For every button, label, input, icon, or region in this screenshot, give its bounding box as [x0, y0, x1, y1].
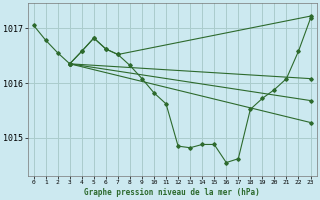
X-axis label: Graphe pression niveau de la mer (hPa): Graphe pression niveau de la mer (hPa)	[84, 188, 260, 197]
